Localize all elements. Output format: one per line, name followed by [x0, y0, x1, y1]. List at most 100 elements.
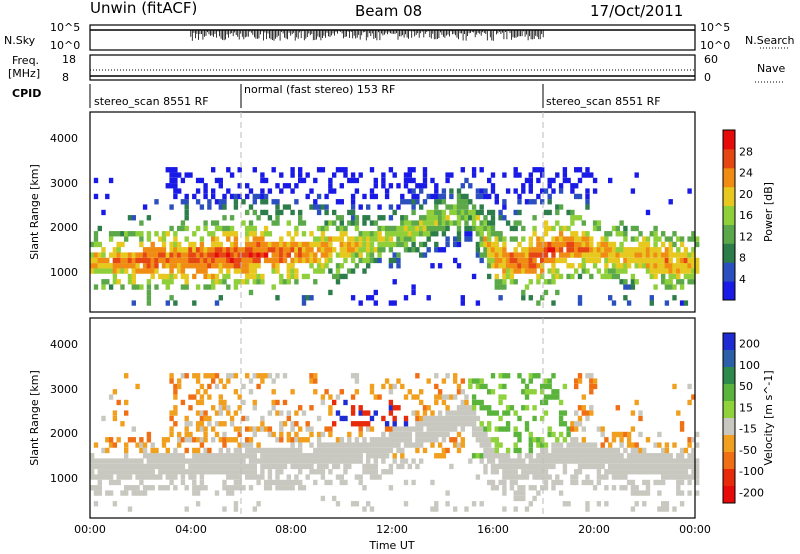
- range-gate-cell: [105, 193, 110, 200]
- range-gate-cell: [577, 300, 583, 306]
- range-gate-cell: [403, 479, 409, 486]
- range-gate-cell: [487, 231, 492, 237]
- range-gate-cell: [294, 447, 299, 454]
- range-gate-cell: [188, 474, 193, 480]
- range-gate-cell: [267, 447, 273, 454]
- range-gate-cell: [294, 474, 299, 480]
- range-gate-cell: [324, 204, 329, 210]
- range-gate-cell: [434, 231, 439, 237]
- range-gate-cell: [218, 399, 223, 406]
- range-gate-cell: [562, 236, 568, 242]
- range-gate-cell: [256, 263, 261, 269]
- range-gate-cell: [460, 378, 465, 384]
- range-gate-cell: [161, 257, 167, 264]
- colorbar-frame: [722, 129, 736, 301]
- range-gate-cell: [664, 268, 670, 274]
- range-gate-cell: [664, 247, 670, 253]
- range-gate-cell: [279, 188, 284, 194]
- range-gate-cell: [566, 431, 571, 438]
- range-gate-cell: [453, 506, 458, 512]
- range-gate-cell: [388, 247, 394, 253]
- range-gate-cell: [596, 501, 602, 507]
- range-gate-cell: [517, 268, 522, 274]
- range-gate-cell: [388, 463, 394, 470]
- range-gate-cell: [592, 220, 598, 226]
- range-gate-cell: [373, 394, 378, 400]
- range-gate-cell: [173, 167, 178, 173]
- range-gate-cell: [324, 463, 329, 470]
- range-gate-cell: [437, 209, 443, 216]
- range-gate-cell: [615, 273, 620, 280]
- range-gate-cell: [623, 279, 628, 285]
- range-gate-cell: [434, 506, 439, 512]
- range-gate-cell: [180, 177, 186, 184]
- range-gate-cell: [668, 263, 673, 269]
- range-gate-cell: [471, 410, 477, 416]
- range-gate-cell: [661, 447, 666, 454]
- range-gate-cell: [377, 437, 382, 443]
- range-gate-cell: [630, 257, 636, 264]
- range-gate-cell: [664, 279, 670, 285]
- range-gate-cell: [263, 257, 269, 264]
- range-gate-cell: [260, 373, 265, 379]
- range-gate-cell: [305, 421, 310, 427]
- range-gate-cell: [445, 426, 450, 432]
- range-gate-cell: [676, 273, 681, 280]
- range-gate-cell: [494, 247, 499, 253]
- range-gate-cell: [267, 410, 273, 416]
- range-gate-cell: [369, 167, 375, 173]
- range-gate-cell: [154, 252, 159, 258]
- range-gate-cell: [453, 410, 458, 416]
- range-gate-cell: [369, 447, 375, 454]
- range-gate-cell: [354, 263, 360, 269]
- range-gate-cell: [415, 431, 420, 438]
- range-gate-cell: [664, 252, 670, 258]
- range-gate-cell: [135, 485, 140, 491]
- range-gate-cell: [623, 431, 628, 438]
- range-gate-cell: [490, 458, 496, 464]
- range-gate-cell: [589, 241, 594, 248]
- range-gate-cell: [570, 426, 575, 432]
- range-gate-cell: [369, 453, 375, 459]
- range-gate-cell: [392, 437, 397, 443]
- range-gate-cell: [490, 485, 496, 491]
- range-gate-cell: [369, 437, 375, 443]
- range-gate-cell: [630, 284, 636, 290]
- range-gate-cell: [286, 241, 291, 248]
- range-gate-cell: [415, 394, 420, 400]
- range-gate-cell: [434, 501, 439, 507]
- colorbar-swatch: [723, 350, 735, 368]
- range-gate-cell: [555, 236, 560, 242]
- range-gate-cell: [263, 426, 269, 432]
- range-gate-cell: [271, 241, 276, 248]
- range-gate-cell: [241, 199, 246, 205]
- range-gate-cell: [256, 273, 261, 280]
- range-gate-cell: [316, 437, 322, 443]
- range-gate-cell: [195, 463, 201, 470]
- range-gate-cell: [589, 273, 594, 280]
- range-gate-cell: [596, 426, 602, 432]
- range-gate-cell: [195, 284, 201, 290]
- range-gate-cell: [301, 177, 307, 184]
- range-gate-cell: [248, 188, 254, 194]
- range-gate-cell: [350, 394, 356, 400]
- range-gate-cell: [169, 410, 174, 416]
- range-gate-cell: [305, 453, 310, 459]
- range-gate-cell: [192, 469, 197, 475]
- range-gate-cell: [384, 421, 390, 427]
- range-gate-cell: [619, 463, 624, 470]
- range-gate-cell: [248, 469, 254, 475]
- range-gate-cell: [161, 241, 167, 248]
- range-gate-cell: [354, 474, 360, 480]
- range-gate-cell: [513, 167, 518, 173]
- range-gate-cell: [487, 453, 492, 459]
- range-gate-cell: [203, 252, 208, 258]
- range-gate-cell: [267, 474, 273, 480]
- range-gate-cell: [453, 257, 458, 264]
- range-gate-cell: [279, 431, 284, 438]
- range-gate-cell: [237, 394, 242, 400]
- range-gate-cell: [131, 485, 136, 491]
- range-gate-cell: [93, 236, 99, 242]
- range-gate-cell: [649, 231, 654, 237]
- range-gate-cell: [320, 204, 326, 210]
